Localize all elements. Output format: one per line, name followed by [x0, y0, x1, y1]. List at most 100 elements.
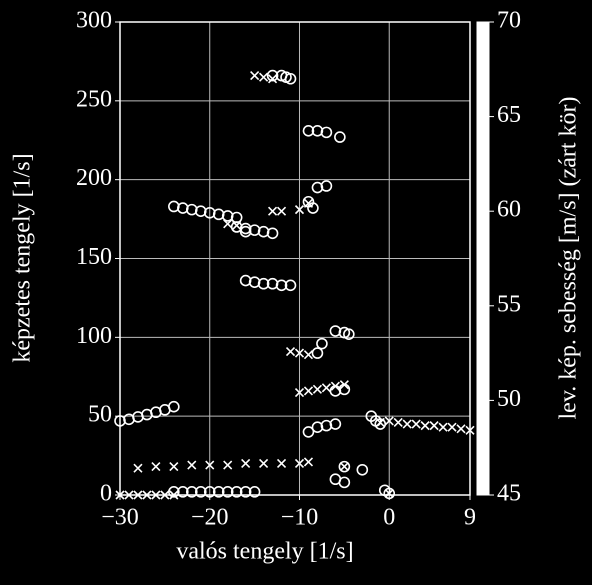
cross-marker — [232, 220, 242, 230]
y-tick-label: 0 — [100, 481, 112, 507]
cross-marker — [303, 350, 314, 360]
cross-marker — [267, 74, 278, 84]
cross-marker — [303, 386, 314, 396]
circle-marker — [266, 227, 279, 240]
cross-marker — [438, 422, 448, 432]
colorbar-tick-label: 60 — [497, 197, 521, 223]
circle-marker — [185, 486, 198, 498]
x-tick-label: −30 — [101, 505, 139, 531]
circle-marker — [356, 463, 369, 476]
cross-marker — [339, 380, 349, 390]
y-tick-label: 250 — [76, 86, 112, 112]
y-tick-label: 300 — [76, 8, 112, 34]
x-tick-label: 0 — [383, 505, 395, 531]
circle-marker — [266, 69, 279, 82]
cross-marker — [384, 416, 394, 426]
y-tick-label: 100 — [76, 323, 112, 349]
cross-marker — [187, 460, 197, 470]
circle-marker — [284, 72, 297, 85]
x-tick-label: −10 — [281, 505, 319, 531]
circle-marker — [338, 476, 351, 489]
circle-marker — [194, 486, 207, 498]
colorbar-label: lev. kép. sebesség [m/s] (zárt kör) — [556, 97, 582, 420]
cross-marker — [259, 72, 269, 82]
circle-marker — [230, 486, 243, 498]
cross-marker — [447, 422, 457, 432]
circle-marker — [212, 486, 225, 498]
cross-marker — [456, 424, 466, 434]
cross-marker — [160, 490, 170, 500]
cross-marker — [303, 457, 314, 467]
circle-marker — [383, 487, 396, 500]
cross-marker — [142, 490, 152, 500]
circle-marker — [320, 180, 333, 192]
cross-marker — [294, 387, 305, 398]
circle-marker — [334, 131, 346, 143]
cross-marker — [312, 384, 323, 394]
circle-marker — [329, 418, 342, 430]
circle-marker — [311, 347, 324, 359]
cross-marker — [339, 462, 349, 472]
cross-marker — [124, 490, 134, 500]
plot-frame — [119, 21, 471, 496]
cross-marker — [276, 206, 287, 216]
circle-marker — [239, 486, 252, 498]
colorbar-tick-label: 65 — [497, 102, 521, 128]
cross-marker — [321, 383, 331, 393]
cross-marker — [250, 71, 260, 81]
x-axis-label: valós tengely [1/s] — [176, 539, 353, 565]
y-tick-label: 200 — [76, 165, 112, 191]
cross-marker — [223, 460, 233, 470]
cross-marker — [267, 206, 278, 216]
y-tick-label: 150 — [76, 244, 112, 270]
circle-marker — [275, 279, 288, 292]
colorbar-tick-label: 45 — [497, 481, 521, 507]
cross-marker — [303, 198, 314, 208]
circle-marker — [307, 202, 319, 214]
circle-marker — [203, 486, 216, 498]
cross-marker — [151, 490, 161, 500]
cross-marker — [169, 490, 179, 500]
cross-marker — [294, 348, 305, 358]
colorbar-tick-label: 50 — [497, 386, 521, 412]
circle-marker — [343, 328, 355, 340]
cross-marker — [330, 381, 340, 391]
cross-marker — [285, 346, 296, 357]
circle-marker — [221, 486, 234, 498]
cross-marker — [151, 462, 161, 472]
cross-marker — [393, 417, 403, 428]
cross-marker — [375, 417, 385, 428]
cross-marker — [223, 219, 233, 229]
y-axis-label: képzetes tengely [1/s] — [10, 153, 36, 362]
colorbar-tick-label: 70 — [497, 8, 521, 34]
circle-marker — [284, 279, 297, 292]
cross-marker — [133, 463, 143, 473]
circle-marker — [302, 426, 315, 438]
y-tick-label: 50 — [88, 402, 112, 428]
cross-marker — [465, 425, 475, 435]
cross-marker — [115, 490, 125, 500]
cross-marker — [402, 419, 412, 429]
colorbar-tick-label: 55 — [497, 291, 521, 317]
colorbar — [476, 21, 490, 496]
cross-marker — [276, 458, 287, 469]
cross-marker — [294, 205, 305, 215]
cross-marker — [205, 460, 215, 470]
circle-marker — [316, 337, 328, 350]
cross-marker — [241, 458, 251, 469]
circle-marker — [257, 277, 270, 290]
circle-marker — [338, 460, 351, 473]
cross-marker — [411, 419, 421, 429]
x-tick-label: −20 — [191, 505, 229, 531]
circle-marker — [168, 400, 180, 413]
cross-marker — [169, 462, 179, 472]
cross-marker — [294, 458, 305, 469]
cross-marker — [420, 421, 430, 431]
circle-marker — [248, 486, 261, 498]
circle-marker — [302, 124, 315, 137]
cross-marker — [429, 421, 439, 431]
x-tick-label: 9 — [464, 505, 476, 531]
circle-marker — [320, 126, 333, 139]
cross-marker — [384, 488, 394, 498]
